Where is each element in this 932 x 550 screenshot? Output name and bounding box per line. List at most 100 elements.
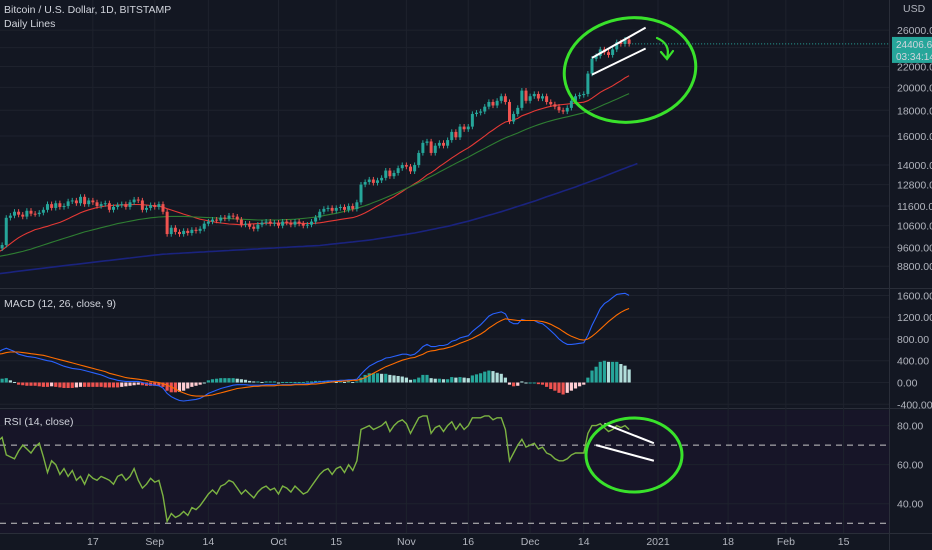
candle (503, 96, 507, 102)
rsi-title[interactable]: RSI (14, close) (4, 416, 74, 428)
candle (70, 200, 74, 202)
candle (466, 126, 470, 130)
candle (91, 200, 95, 203)
candle (235, 216, 239, 220)
candle (396, 168, 400, 173)
candle (524, 90, 528, 101)
candle (0, 245, 4, 249)
symbol-title[interactable]: Bitcoin / U.S. Dollar, 1D, BITSTAMP (4, 4, 172, 16)
macd-histogram-bar (210, 379, 215, 383)
candle (545, 96, 549, 102)
candle (173, 227, 177, 232)
macd-histogram-bar (314, 380, 318, 383)
macd-histogram-bar (433, 378, 437, 383)
candle (367, 179, 371, 183)
macd-histogram-bar (565, 382, 569, 393)
macd-histogram-bar (512, 382, 516, 387)
candle (619, 42, 623, 44)
macd-histogram-bar (231, 378, 235, 383)
macd-histogram-bar (285, 381, 289, 383)
macd-histogram-bar (487, 370, 491, 383)
macd-histogram-bar (606, 361, 611, 383)
x-tick-label: Feb (777, 536, 795, 548)
macd-histogram-bar (392, 375, 396, 383)
candle (611, 49, 615, 55)
macd-histogram-bar (338, 381, 342, 383)
price-tick-label: 20000.00 (897, 82, 932, 94)
candle (87, 200, 91, 205)
macd-histogram-bar (454, 377, 458, 383)
candle (355, 202, 359, 209)
candle (149, 205, 153, 208)
sma-20-line (0, 75, 630, 252)
macd-histogram-bar (421, 374, 425, 383)
candle (594, 55, 598, 59)
candle (549, 101, 553, 105)
signal-line (0, 307, 630, 397)
candle (95, 202, 99, 207)
macd-histogram-bar (54, 382, 58, 387)
macd-histogram-bar (37, 382, 41, 387)
candle (297, 221, 301, 224)
macd-histogram-bar (499, 373, 503, 383)
candle (553, 104, 557, 107)
candle (413, 165, 417, 172)
candle (458, 126, 462, 138)
macd-histogram-bar (223, 378, 227, 383)
candle (520, 90, 524, 108)
candle (536, 93, 540, 99)
macd-histogram-bar (309, 381, 314, 383)
candle (462, 126, 466, 130)
candle (330, 207, 334, 211)
candle (516, 107, 520, 114)
macd-histogram-bar (136, 382, 140, 385)
candle (120, 204, 124, 206)
candle (499, 96, 503, 101)
rsi-tick-label: 80.00 (897, 421, 923, 433)
macd-histogram-bar (173, 382, 177, 393)
candle (384, 170, 388, 178)
macd-title[interactable]: MACD (12, 26, close, 9) (4, 298, 117, 310)
macd-histogram-bar (404, 377, 408, 383)
macd-histogram-bar (128, 382, 132, 386)
macd-histogram-bar (528, 382, 532, 384)
macd-histogram-bar (177, 382, 182, 392)
macd-histogram-bar (367, 373, 371, 383)
macd-histogram-bar (153, 382, 157, 386)
macd-histogram-bar (219, 378, 223, 383)
candle (99, 204, 103, 207)
macd-histogram-bar (140, 382, 144, 386)
macd-histogram-bar (507, 382, 512, 385)
macd-histogram-bar (91, 382, 95, 387)
macd-histogram-bar (25, 382, 29, 386)
macd-histogram-bar (198, 382, 202, 385)
candle (244, 223, 247, 225)
macd-histogram-bar (602, 360, 606, 383)
macd-histogram-bar (619, 364, 623, 383)
macd-histogram-bar (347, 381, 351, 383)
candle (322, 208, 326, 212)
macd-histogram-bar (120, 382, 124, 387)
macd-histogram-bar (264, 381, 268, 383)
candle (50, 204, 54, 208)
candle (483, 106, 487, 112)
macd-histogram-bar (429, 378, 433, 383)
candle (417, 152, 421, 166)
candle (21, 214, 25, 217)
candle (512, 113, 516, 122)
macd-histogram-bar (116, 382, 120, 388)
macd-tick-label: 0.00 (897, 378, 918, 390)
candle (574, 96, 577, 101)
macd-histogram-bar (623, 365, 627, 383)
candle (62, 206, 66, 208)
candle (491, 101, 495, 106)
x-tick-label: 14 (203, 536, 215, 548)
candle (541, 96, 544, 99)
study-name[interactable]: Daily Lines (4, 18, 56, 30)
macd-histogram-bar (553, 382, 557, 391)
sma-50-line (0, 93, 630, 257)
candle (508, 101, 511, 122)
macd-histogram-bar (388, 374, 392, 383)
candle (437, 142, 441, 146)
